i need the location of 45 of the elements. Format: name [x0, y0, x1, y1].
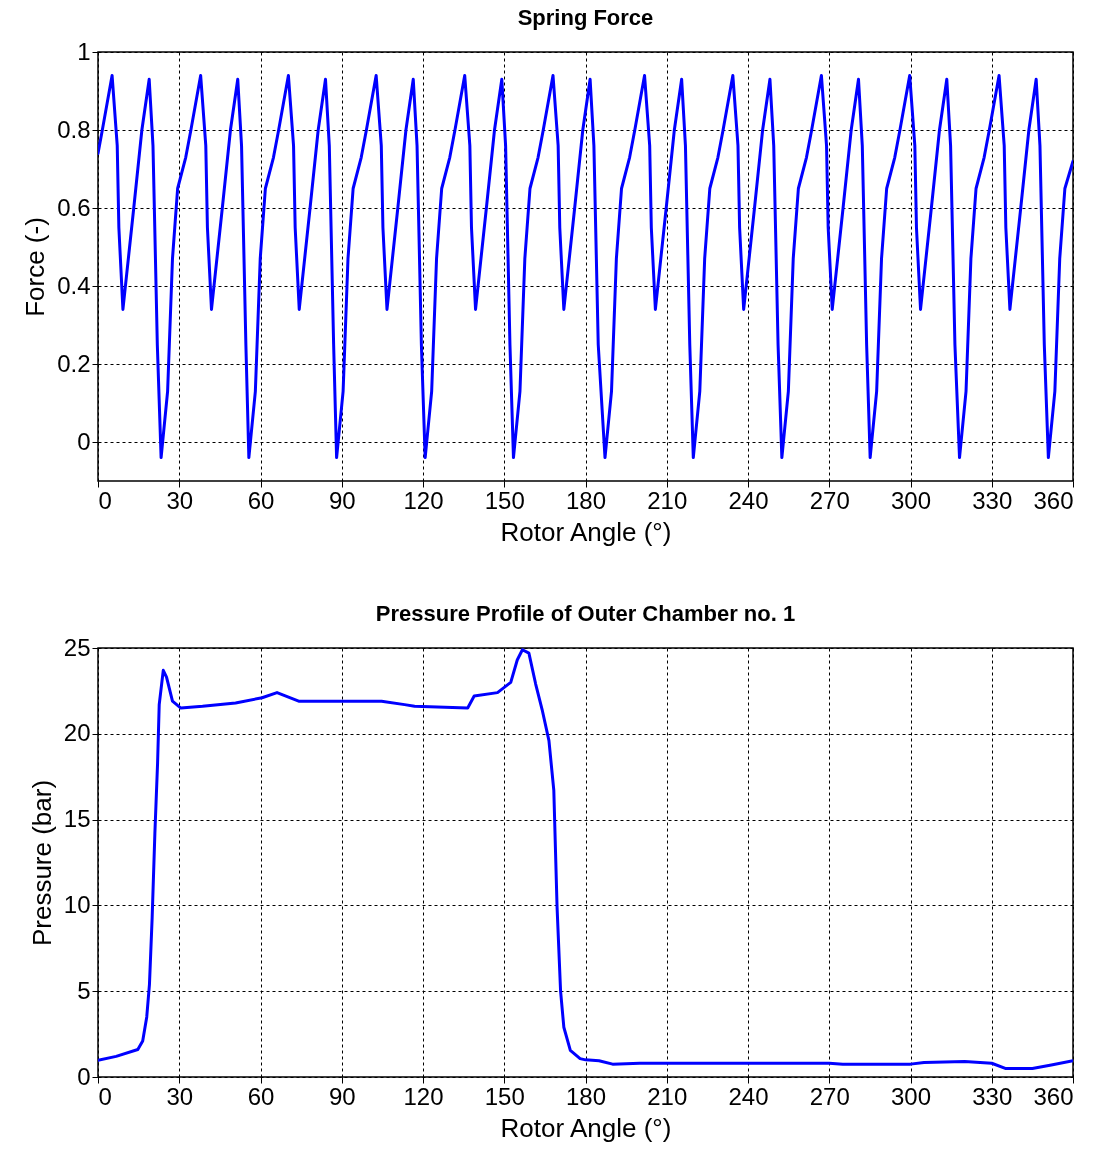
y-tick-label: 10	[63, 890, 91, 918]
x-tick-label: 150	[484, 1082, 525, 1110]
y-tick-label: 0.6	[57, 193, 91, 221]
chart-title: Spring Force	[517, 5, 654, 30]
x-tick-label: 240	[728, 486, 769, 514]
x-tick-label: 330	[972, 486, 1013, 514]
y-tick-label: 5	[77, 976, 91, 1004]
y-tick-label: 0	[77, 1062, 91, 1090]
x-tick-label: 180	[565, 486, 607, 514]
x-axis-title: Rotor Angle (°)	[500, 516, 672, 547]
y-tick-label: 1	[77, 37, 91, 65]
x-tick-label: 90	[328, 1082, 356, 1110]
x-tick-label: 300	[890, 486, 932, 514]
x-tick-label: 0	[98, 1082, 112, 1110]
y-tick-label: 15	[63, 805, 91, 833]
line-series	[98, 73, 1073, 460]
x-tick-label: 210	[647, 486, 688, 514]
x-tick-label: 360	[1033, 1082, 1074, 1110]
y-tick-label: 25	[63, 633, 91, 661]
x-tick-label: 210	[647, 1082, 688, 1110]
y-tick-label: 0.4	[57, 271, 91, 299]
y-tick-label: 20	[63, 719, 91, 747]
y-tick-label: 0	[77, 427, 91, 455]
x-tick-label: 270	[809, 1082, 850, 1110]
x-tick-label: 30	[166, 1082, 194, 1110]
chart-title: Pressure Profile of Outer Chamber no. 1	[375, 601, 796, 626]
x-tick-label: 0	[98, 486, 112, 514]
x-tick-label: 120	[403, 1082, 444, 1110]
x-tick-label: 60	[247, 1082, 275, 1110]
y-tick-label: 0.8	[57, 115, 91, 143]
x-tick-label: 60	[247, 486, 275, 514]
x-tick-label: 30	[166, 486, 194, 514]
x-tick-label: 150	[484, 486, 525, 514]
x-tick-label: 270	[809, 486, 850, 514]
y-tick-label: 0.2	[57, 349, 91, 377]
y-axis-title: Pressure (bar)	[26, 779, 57, 947]
y-axis-title: Force (-)	[20, 217, 51, 317]
x-tick-label: 120	[403, 486, 444, 514]
x-tick-label: 330	[972, 1082, 1013, 1110]
x-tick-label: 240	[728, 1082, 769, 1110]
x-tick-label: 360	[1033, 486, 1074, 514]
x-tick-label: 90	[328, 486, 356, 514]
x-tick-label: 300	[890, 1082, 932, 1110]
x-tick-label: 180	[565, 1082, 607, 1110]
x-axis-title: Rotor Angle (°)	[500, 1112, 672, 1143]
